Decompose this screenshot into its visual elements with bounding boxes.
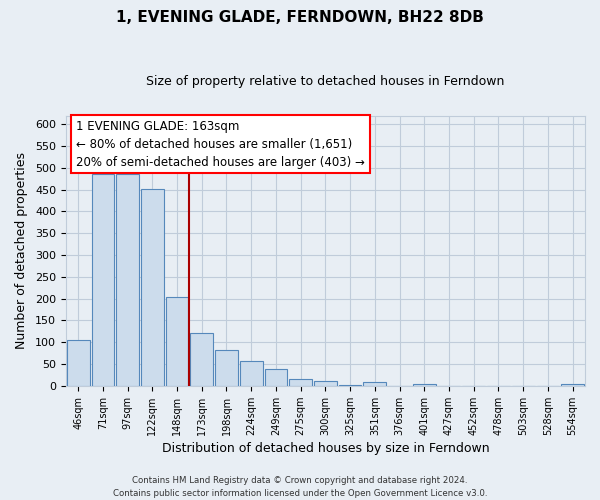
Bar [215,350,238,386]
Bar [314,382,337,386]
Bar [166,298,188,386]
Bar [265,370,287,386]
Text: 1, EVENING GLADE, FERNDOWN, BH22 8DB: 1, EVENING GLADE, FERNDOWN, BH22 8DB [116,10,484,25]
Bar [364,382,386,386]
Bar [92,174,114,386]
Text: 1 EVENING GLADE: 163sqm
← 80% of detached houses are smaller (1,651)
20% of semi: 1 EVENING GLADE: 163sqm ← 80% of detache… [76,120,365,168]
Bar [141,189,164,386]
Text: Contains HM Land Registry data © Crown copyright and database right 2024.
Contai: Contains HM Land Registry data © Crown c… [113,476,487,498]
Bar [67,340,89,386]
Title: Size of property relative to detached houses in Ferndown: Size of property relative to detached ho… [146,75,505,88]
Bar [190,333,213,386]
Bar [240,361,263,386]
Bar [561,384,584,386]
Bar [339,384,361,386]
Y-axis label: Number of detached properties: Number of detached properties [15,152,28,349]
X-axis label: Distribution of detached houses by size in Ferndown: Distribution of detached houses by size … [161,442,489,455]
Bar [116,174,139,386]
Bar [413,384,436,386]
Bar [289,379,312,386]
